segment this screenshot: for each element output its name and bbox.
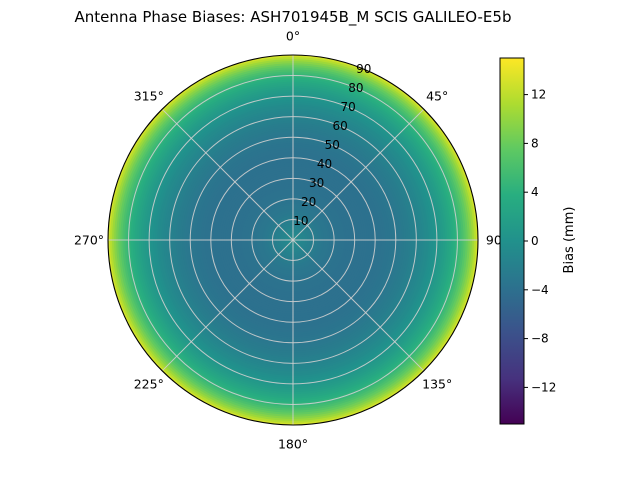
- azimuth-label: 225°: [134, 377, 164, 392]
- azimuth-label: 0°: [286, 29, 300, 44]
- colorbar-tick-label: −4: [531, 283, 549, 297]
- colorbar-tick-label: 8: [531, 136, 539, 150]
- colorbar: [499, 57, 525, 425]
- colorbar-tick-label: 0: [531, 234, 539, 248]
- azimuth-labels: 0°45°90°135°180°225°270°315°: [74, 29, 508, 452]
- radial-tick-label: 90: [356, 62, 371, 76]
- colorbar-axis-label: Bias (mm): [562, 207, 577, 274]
- polar-grid: [108, 55, 478, 425]
- colorbar-tick-label: 12: [531, 88, 546, 102]
- radial-tick-label: 40: [317, 157, 332, 171]
- radial-tick-label: 10: [293, 214, 308, 228]
- azimuth-label: 135°: [422, 377, 452, 392]
- azimuth-label: 180°: [278, 437, 308, 452]
- radial-tick-label: 50: [325, 138, 340, 152]
- polar-spine: [107, 54, 479, 426]
- radial-tick-label: 60: [333, 119, 348, 133]
- colorbar-tick-label: 4: [531, 185, 539, 199]
- radial-tick-labels: 10 20 30 40 50 60 70 80 90: [293, 62, 371, 228]
- radial-tick-label: 80: [348, 81, 363, 95]
- colorbar-tick-label: −8: [531, 332, 549, 346]
- colorbar-ticks: 12 8 4 0 −4 −8 −12: [524, 88, 556, 394]
- azimuth-label: 270°: [74, 233, 104, 248]
- radial-tick-label: 20: [301, 195, 316, 209]
- colorbar-tick-label: −12: [531, 380, 556, 394]
- azimuth-label: 315°: [134, 88, 164, 103]
- radial-tick-label: 70: [340, 100, 355, 114]
- chart-title: Antenna Phase Biases: ASH701945B_M SCIS …: [74, 8, 512, 26]
- radial-tick-label: 30: [309, 176, 324, 190]
- azimuth-label: 45°: [426, 88, 448, 103]
